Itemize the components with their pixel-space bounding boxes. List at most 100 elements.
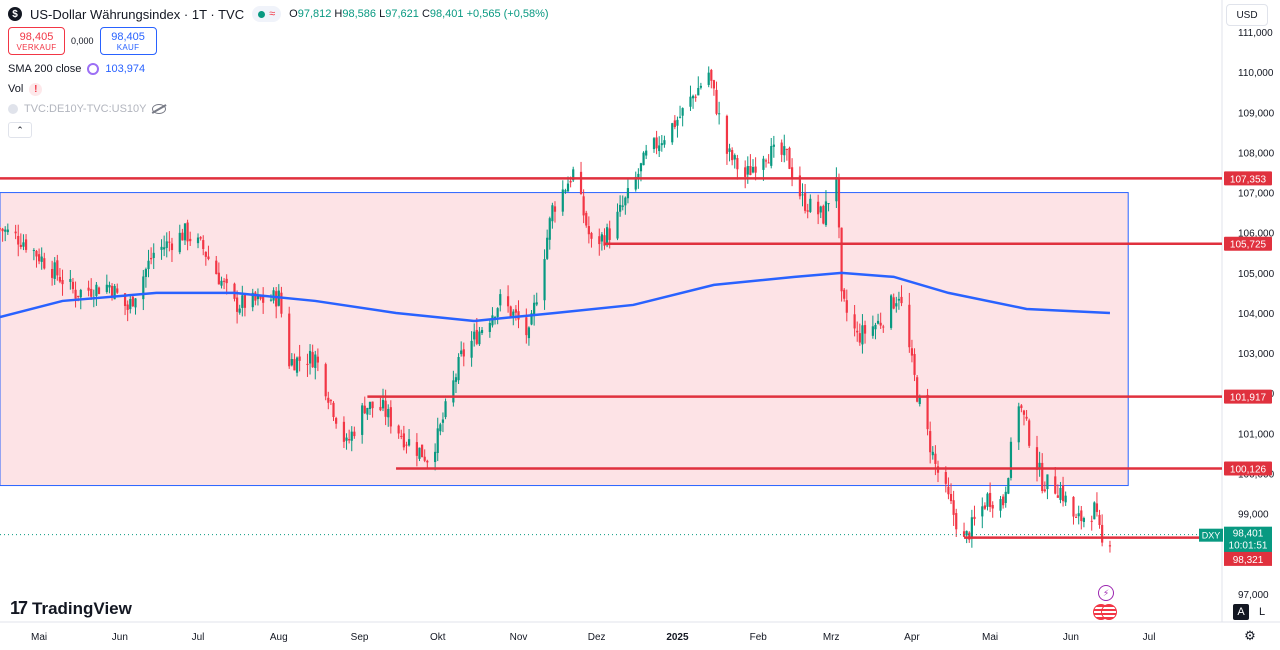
candle-body — [991, 504, 994, 509]
candle-body — [0, 228, 2, 230]
candle-body — [652, 138, 656, 150]
candle-body — [457, 357, 460, 381]
candle-body — [183, 223, 187, 241]
warning-icon[interactable]: ! — [29, 82, 43, 96]
legend-title-row: $ US-Dollar Währungsindex · 1T · TVC ≈ O… — [8, 6, 549, 22]
candle-body — [288, 313, 291, 367]
level-label: 101,917 — [1230, 393, 1267, 404]
y-tick-label: 107,000 — [1238, 189, 1275, 200]
candle-body — [1098, 514, 1101, 525]
candle-body — [1074, 516, 1078, 518]
candle-body — [697, 87, 700, 96]
candle-body — [715, 89, 718, 114]
candle-body — [32, 250, 35, 252]
candle-body — [379, 406, 382, 411]
candle-body — [123, 293, 127, 306]
candle-body — [1004, 491, 1007, 504]
candle-body — [566, 183, 570, 192]
candle-body — [407, 439, 411, 446]
log-scale-button[interactable]: L — [1258, 606, 1266, 618]
candle-body — [1101, 524, 1104, 543]
sell-button[interactable]: 98,405 VERKAUF — [8, 27, 65, 55]
candle-body — [1035, 447, 1039, 470]
candle-body — [280, 292, 283, 314]
candle-body — [131, 296, 134, 307]
candle-body — [952, 500, 955, 515]
candle-body — [251, 292, 254, 308]
candle-body — [751, 167, 755, 173]
candle-body — [1017, 406, 1020, 443]
candle-body — [900, 296, 903, 304]
candle-body — [436, 428, 439, 454]
level-label-bg — [1224, 171, 1272, 186]
candle-body — [676, 119, 679, 126]
candle-body — [569, 180, 572, 183]
candle-body — [262, 296, 265, 303]
candle-body — [962, 531, 966, 537]
currency-button[interactable]: USD — [1226, 4, 1268, 26]
gear-icon[interactable]: ⚙ — [1244, 628, 1256, 643]
candle-body — [480, 329, 484, 334]
candle-body — [861, 325, 864, 345]
candle-body — [335, 418, 338, 424]
x-tick-label: Mai — [31, 632, 47, 643]
candle-body — [14, 231, 17, 234]
compare-symbol-row[interactable]: TVC:DE10Y-TVC:US10Y — [8, 102, 549, 116]
spread-value: 0,000 — [71, 36, 94, 46]
candle-body — [259, 295, 262, 299]
candle-body — [215, 260, 218, 275]
candle-body — [113, 285, 116, 300]
x-tick-label: Aug — [270, 632, 288, 643]
candle-body — [95, 284, 98, 296]
candle-body — [1090, 520, 1093, 522]
collapse-legend-button[interactable]: ⌃ — [8, 122, 32, 138]
auto-scale-button[interactable]: A — [1233, 604, 1249, 620]
chevron-up-icon: ⌃ — [16, 124, 24, 135]
candle-body — [454, 377, 458, 382]
candle-body — [189, 238, 192, 242]
candle-body — [621, 205, 624, 207]
candle-body — [913, 353, 916, 375]
symbol-title[interactable]: US-Dollar Währungsindex · 1T · TVC — [30, 6, 245, 22]
candle-body — [858, 333, 861, 343]
candle-body — [712, 80, 716, 89]
candle-body — [233, 283, 236, 299]
candle-body — [564, 190, 567, 192]
candle-body — [178, 232, 181, 253]
candle-body — [256, 294, 260, 300]
candle-body — [546, 237, 549, 259]
x-tick-label: Dez — [588, 632, 606, 643]
candle-body — [968, 532, 971, 540]
candle-body — [603, 235, 606, 246]
y-tick-label: 106,000 — [1238, 229, 1275, 240]
level-label: 100,126 — [1230, 464, 1267, 475]
tradingview-logo[interactable]: 17 TradingView — [10, 598, 132, 619]
candle-body — [780, 142, 783, 155]
x-tick-label: Feb — [750, 632, 768, 643]
candle-body — [306, 363, 309, 366]
candle-body — [298, 356, 301, 361]
candle-body — [329, 400, 333, 402]
buy-button[interactable]: 98,405 KAUF — [99, 27, 157, 55]
candle-body — [1028, 420, 1031, 446]
flash-icon[interactable]: ⚡ — [1098, 585, 1114, 601]
candle-body — [827, 203, 830, 205]
candle-body — [152, 252, 155, 259]
candle-body — [452, 380, 455, 403]
candle-body — [822, 205, 825, 224]
candle-body — [517, 311, 520, 320]
candle-body — [835, 177, 838, 202]
hidden-eye-icon[interactable] — [152, 104, 167, 114]
us-flag-events-icon[interactable] — [1093, 604, 1121, 620]
candle-body — [1093, 502, 1096, 520]
candle-body — [462, 349, 465, 357]
countdown-label: 10:01:51 — [1229, 541, 1268, 552]
market-status[interactable]: ≈ — [252, 6, 282, 22]
sma-indicator-row[interactable]: SMA 200 close 103,974 — [8, 62, 549, 76]
candle-body — [671, 123, 674, 143]
candle-body — [587, 226, 590, 235]
candle-body — [548, 218, 551, 240]
candle-body — [600, 234, 603, 242]
volume-indicator-row[interactable]: Vol ! — [8, 82, 549, 96]
